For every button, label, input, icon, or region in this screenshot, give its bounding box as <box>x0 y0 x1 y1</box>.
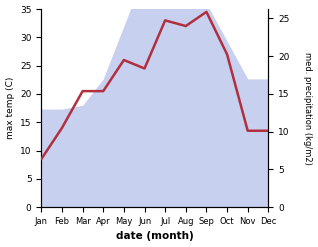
X-axis label: date (month): date (month) <box>116 231 194 242</box>
Y-axis label: med. precipitation (kg/m2): med. precipitation (kg/m2) <box>303 52 313 165</box>
Y-axis label: max temp (C): max temp (C) <box>5 77 15 139</box>
